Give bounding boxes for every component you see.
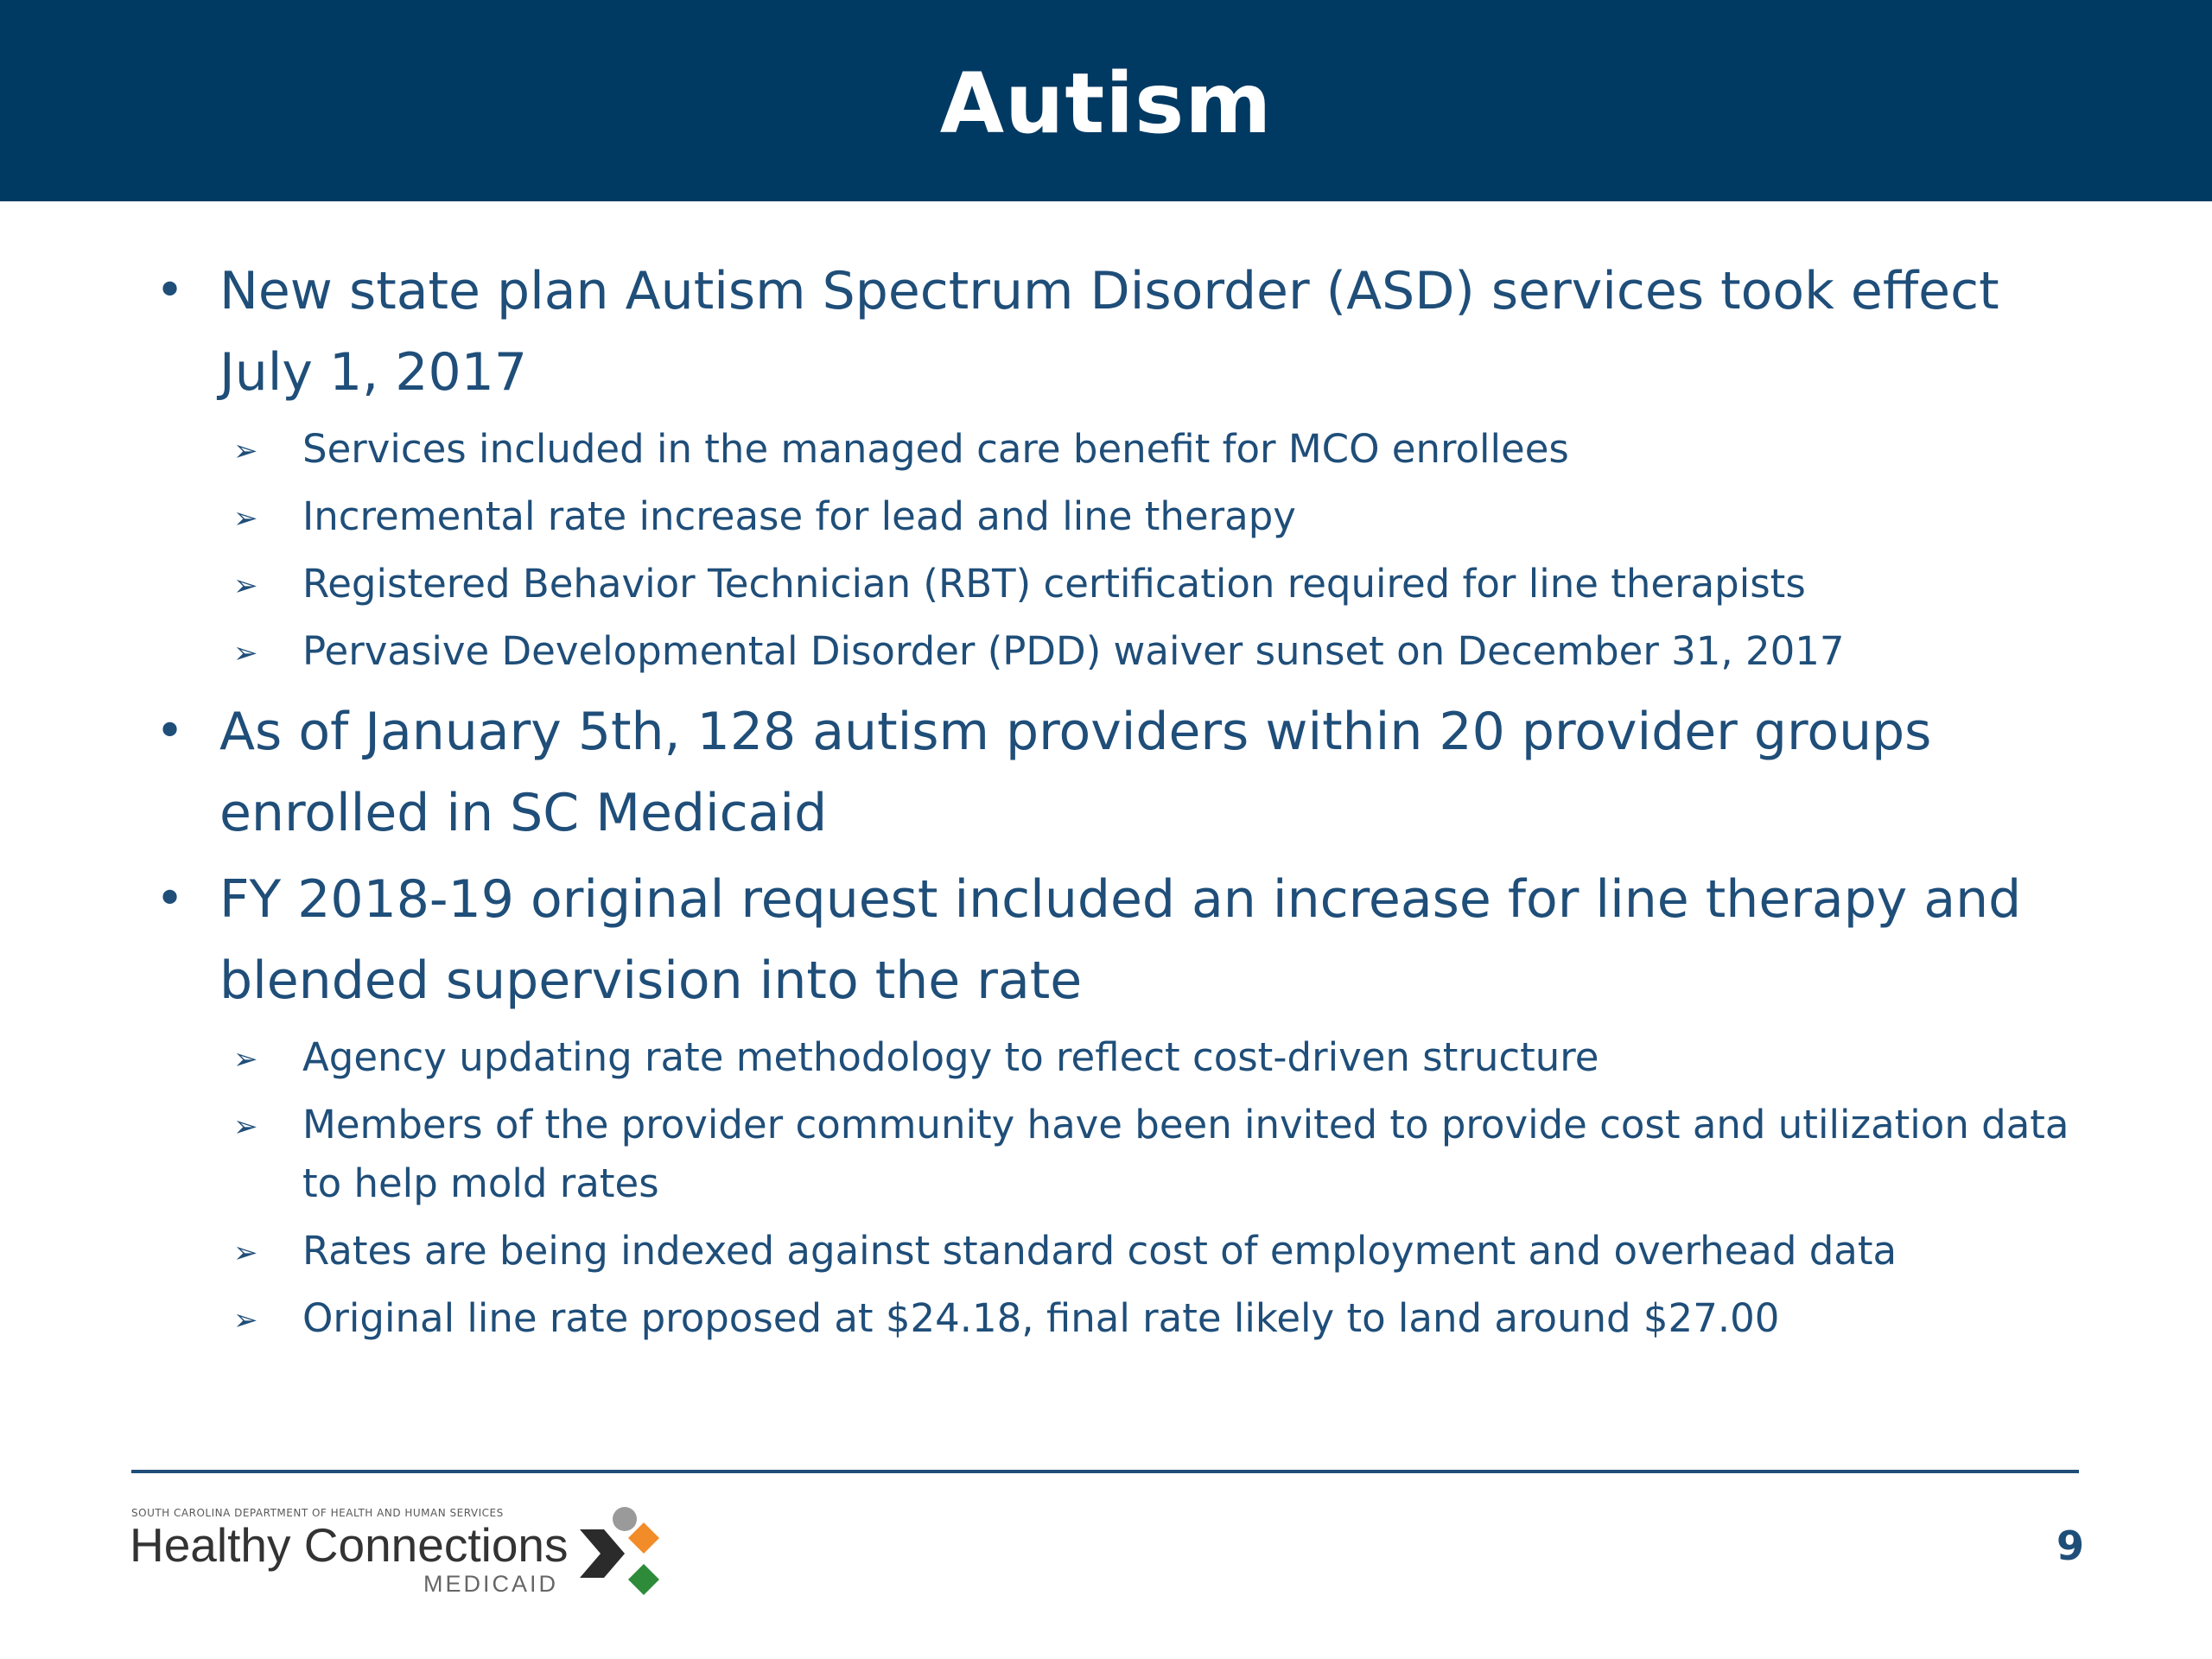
sub-item: ➢ Original line rate proposed at $24.18,… (233, 1289, 2091, 1348)
sub-item-text: Rates are being indexed against standard… (302, 1228, 1897, 1274)
sub-item-text: Services included in the managed care be… (302, 426, 1569, 472)
sub-item: ➢ Pervasive Developmental Disorder (PDD)… (233, 622, 2091, 681)
sub-item-text: Members of the provider community have b… (302, 1102, 2069, 1206)
sub-list: ➢ Services included in the managed care … (156, 420, 2091, 681)
bullet-item: • New state plan Autism Spectrum Disorde… (156, 251, 2091, 413)
footer-divider (131, 1470, 2079, 1473)
bullet-item: • FY 2018-19 original request included a… (156, 859, 2091, 1021)
page-number: 9 (2056, 1522, 2084, 1569)
arrowhead-icon: ➢ (233, 569, 258, 603)
header-bar (0, 0, 2212, 201)
bullet-item: • As of January 5th, 128 autism provider… (156, 691, 2091, 854)
bullet-dot-icon: • (156, 263, 185, 319)
sub-item: ➢ Registered Behavior Technician (RBT) c… (233, 555, 2091, 613)
arrowhead-icon: ➢ (233, 1042, 258, 1077)
bullet-text: New state plan Autism Spectrum Disorder … (219, 261, 1999, 403)
slide-content: • New state plan Autism Spectrum Disorde… (156, 251, 2091, 1358)
sub-item-text: Incremental rate increase for lead and l… (302, 493, 1296, 539)
sub-item: ➢ Rates are being indexed against standa… (233, 1222, 2091, 1281)
arrowhead-icon: ➢ (233, 501, 258, 536)
arrowhead-icon: ➢ (233, 1236, 258, 1270)
healthy-connections-logo: SOUTH CAROLINA DEPARTMENT OF HEALTH AND … (130, 1505, 665, 1600)
sub-item: ➢ Agency updating rate methodology to re… (233, 1028, 2091, 1087)
sub-list: ➢ Agency updating rate methodology to re… (156, 1028, 2091, 1348)
arrowhead-icon: ➢ (233, 636, 258, 671)
sub-item: ➢ Services included in the managed care … (233, 420, 2091, 479)
healthy-connections-x-icon (580, 1507, 659, 1595)
sub-item-text: Pervasive Developmental Disorder (PDD) w… (302, 628, 1845, 674)
logo-name-text: Healthy Connections (130, 1518, 569, 1572)
arrowhead-icon: ➢ (233, 1109, 258, 1144)
sub-item: ➢ Incremental rate increase for lead and… (233, 487, 2091, 546)
logo-department-text: SOUTH CAROLINA DEPARTMENT OF HEALTH AND … (131, 1507, 504, 1519)
bullet-dot-icon: • (156, 871, 185, 927)
bullet-dot-icon: • (156, 703, 185, 760)
sub-item-text: Agency updating rate methodology to refl… (302, 1034, 1599, 1080)
bullet-text: As of January 5th, 128 autism providers … (219, 702, 1932, 843)
sub-item: ➢ Members of the provider community have… (233, 1096, 2091, 1213)
sub-item-text: Registered Behavior Technician (RBT) cer… (302, 561, 1806, 607)
arrowhead-icon: ➢ (233, 1303, 258, 1338)
logo-sub-text: MEDICAID (423, 1571, 559, 1597)
sub-item-text: Original line rate proposed at $24.18, f… (302, 1295, 1780, 1341)
arrowhead-icon: ➢ (233, 434, 258, 468)
slide-title: Autism (939, 55, 1273, 152)
bullet-text: FY 2018-19 original request included an … (219, 869, 2022, 1011)
